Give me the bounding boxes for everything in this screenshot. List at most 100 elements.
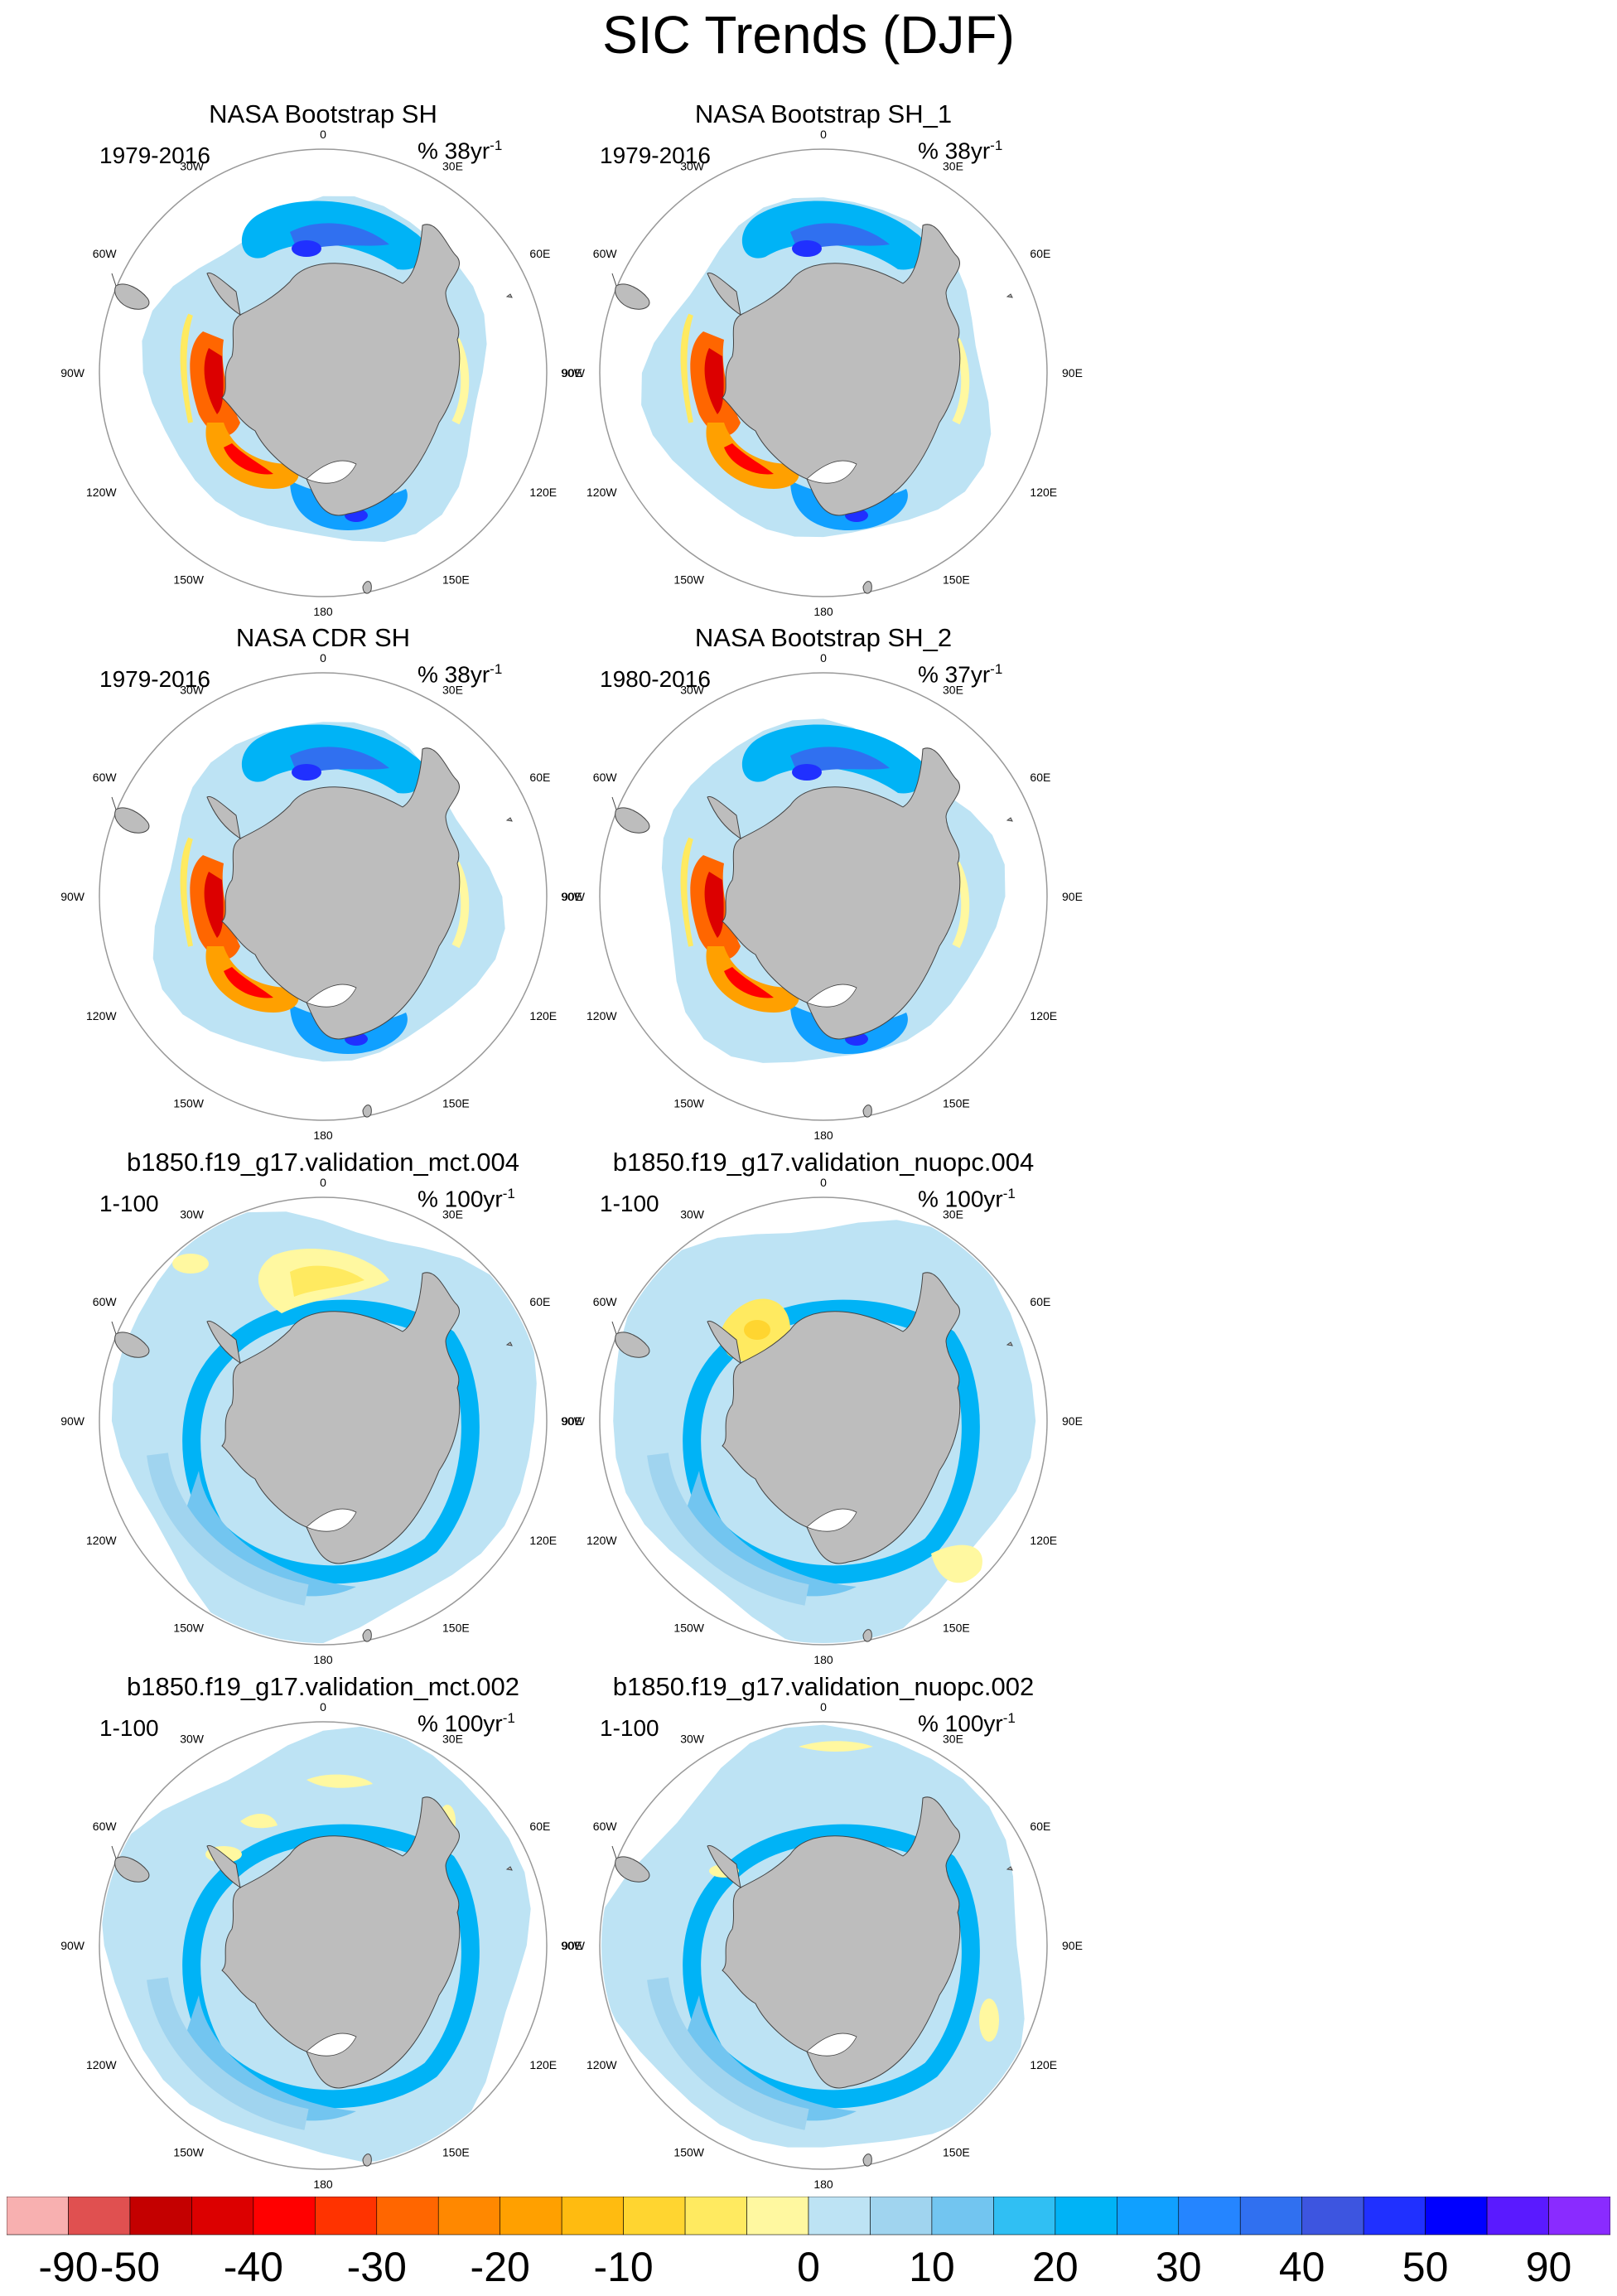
- panel-units: % 38yr-1: [918, 138, 1002, 164]
- longitude-label: 30W: [680, 684, 705, 697]
- longitude-label: 120E: [1030, 486, 1057, 499]
- longitude-label: 30W: [180, 684, 205, 697]
- colorbar-box: [993, 2197, 1056, 2236]
- longitude-label: 90W: [561, 1939, 586, 1952]
- longitude-label: 150W: [173, 573, 204, 586]
- south-america-tip: [114, 283, 150, 310]
- longitude-label: 90W: [561, 890, 586, 903]
- longitude-label: 150W: [173, 1096, 204, 1109]
- colorbar-box: [931, 2197, 994, 2236]
- longitude-label: 30E: [943, 1208, 963, 1221]
- panel-period: 1979-2016: [600, 143, 711, 168]
- colorbar-label: -40: [223, 2244, 283, 2290]
- longitude-label: 60E: [1030, 1295, 1050, 1308]
- longitude-label: 30W: [680, 1733, 705, 1746]
- polar-map: 0 30E 60E 90E 120E 150E 180 150W 120W 90W 60W 30W: [561, 1176, 1083, 1666]
- longitude-label: 60W: [593, 771, 618, 784]
- panel-title: b1850.f19_g17.validation_mct.002: [127, 1672, 519, 1701]
- panel-period: 1-100: [600, 1715, 659, 1741]
- south-america-tip: [615, 1856, 650, 1883]
- colorbar-label: -10: [593, 2244, 654, 2290]
- panel-title: b1850.f19_g17.validation_nuopc.004: [612, 1148, 1035, 1177]
- colorbar-box: [561, 2197, 624, 2236]
- longitude-label: 0: [320, 651, 326, 665]
- longitude-label: 180: [313, 1653, 333, 1666]
- longitude-label: 90W: [561, 1414, 586, 1428]
- new-zealand-tip: [362, 2153, 372, 2167]
- new-zealand-tip: [862, 1629, 872, 1642]
- longitude-label: 120E: [529, 2058, 557, 2071]
- colorbar-label: -20: [470, 2244, 530, 2290]
- longitude-label: 180: [813, 1129, 833, 1142]
- longitude-label: 30W: [180, 160, 205, 173]
- colorbar-box: [1239, 2197, 1302, 2236]
- amundsen-negative-trend: [706, 946, 799, 1013]
- panel-period: 1980-2016: [600, 666, 711, 692]
- colorbar-label: 40: [1278, 2244, 1325, 2290]
- colorbar-box: [7, 2197, 69, 2236]
- panel-title: NASA Bootstrap SH_1: [694, 99, 953, 128]
- colorbar-label: 20: [1032, 2244, 1079, 2290]
- longitude-label: 180: [313, 2178, 333, 2191]
- weddell-negative-trend: [307, 1774, 373, 1788]
- map-panel: NASA Bootstrap SH 1979-2016 % 38yr-1 0 30E 60…: [60, 99, 800, 618]
- south-america-tip: [615, 283, 650, 310]
- panel-units-prefix: % 38yr: [418, 661, 490, 688]
- colorbar-box: [191, 2197, 254, 2236]
- longitude-label: 150E: [442, 2145, 470, 2158]
- panel-period: 1-100: [600, 1191, 659, 1216]
- longitude-label: 180: [313, 1129, 333, 1142]
- weddell-negative-trend: [799, 1741, 873, 1752]
- colorbar-label: 30: [1155, 2244, 1202, 2290]
- longitude-label: 60E: [529, 1295, 550, 1308]
- longitude-label: 150E: [943, 573, 970, 586]
- panel-units-prefix: % 38yr: [418, 138, 490, 164]
- panel-units-prefix: % 100yr: [418, 1186, 503, 1212]
- longitude-label: 90W: [60, 890, 85, 903]
- colorbar-label: -50: [99, 2244, 161, 2290]
- panel-units-exponent: -1: [490, 661, 503, 677]
- longitude-label: 30E: [943, 684, 963, 697]
- map-panel: b1850.f19_g17.validation_mct.002 1-100 % 1…: [60, 1672, 800, 2191]
- longitude-label: 60E: [1030, 771, 1050, 784]
- colorbar-box: [870, 2197, 933, 2236]
- panel-units-exponent: -1: [990, 661, 1003, 677]
- longitude-label: 120E: [529, 486, 557, 499]
- colorbar-label: -30: [346, 2244, 407, 2290]
- ross-negative-trend: [931, 1544, 982, 1583]
- south-america-tip: [615, 807, 650, 834]
- colorbar-box: [808, 2197, 871, 2236]
- new-zealand-tip: [862, 1104, 872, 1118]
- longitude-label: 0: [820, 1700, 827, 1714]
- colorbar-box: [1486, 2197, 1549, 2236]
- polar-map: 0 30E 60E 90E 120E 150E 180 150W 120W 90W 60W 30W: [60, 1700, 582, 2191]
- longitude-label: 60W: [93, 771, 118, 784]
- longitude-label: 150W: [173, 1621, 204, 1634]
- colorbar-box: [376, 2197, 439, 2236]
- panel-units-exponent: -1: [490, 138, 503, 153]
- panel-units-exponent: -1: [1002, 1710, 1016, 1726]
- longitude-label: 90E: [562, 1939, 582, 1952]
- polar-map: 0 30E 60E 90E 120E 150E 180 150W 120W 90W 60W 30W: [561, 651, 1083, 1142]
- colorbar-box: [684, 2197, 747, 2236]
- longitude-label: 180: [813, 605, 833, 618]
- south-america-tip: [615, 1332, 650, 1358]
- longitude-label: 120W: [586, 2058, 617, 2071]
- panel-units-prefix: % 100yr: [918, 1186, 1003, 1212]
- longitude-label: 150W: [673, 2145, 704, 2158]
- longitude-label: 120E: [529, 1009, 557, 1022]
- south-america-tip: [114, 1332, 150, 1358]
- longitude-label: 120W: [86, 2058, 117, 2071]
- longitude-label: 60W: [93, 1820, 118, 1833]
- panel-units-exponent: -1: [990, 138, 1003, 153]
- longitude-label: 90E: [562, 366, 582, 379]
- longitude-label: 0: [820, 1176, 827, 1189]
- longitude-label: 0: [320, 1176, 326, 1189]
- longitude-label: 90E: [562, 890, 582, 903]
- longitude-label: 120W: [86, 1534, 117, 1547]
- longitude-label: 180: [813, 2178, 833, 2191]
- panel-title: b1850.f19_g17.validation_mct.004: [127, 1148, 519, 1177]
- longitude-label: 30E: [943, 160, 963, 173]
- longitude-label: 60E: [1030, 1820, 1050, 1833]
- amundsen-negative-trend: [205, 423, 299, 489]
